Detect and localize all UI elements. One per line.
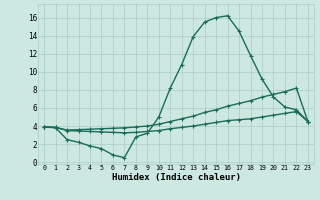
X-axis label: Humidex (Indice chaleur): Humidex (Indice chaleur) bbox=[111, 173, 241, 182]
